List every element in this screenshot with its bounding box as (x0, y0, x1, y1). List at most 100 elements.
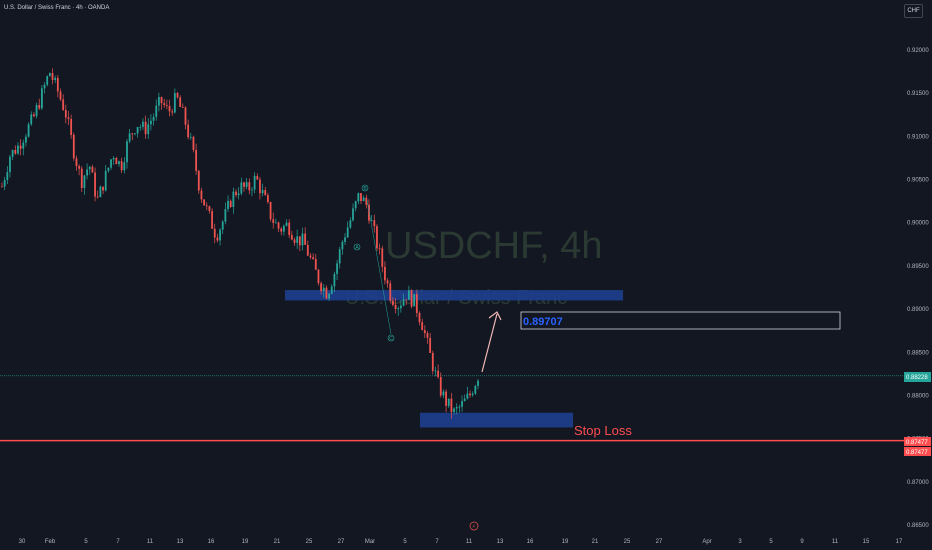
candle-body (147, 124, 150, 135)
time-axis[interactable]: 30 Feb 5 7 11 13 16 19 21 25 27 Mar 5 7 11 13 16 19 21 25 27… (19, 539, 903, 545)
price-tick-label: 0.87000 (907, 480, 929, 486)
candle-body (40, 88, 43, 109)
candle-body (48, 72, 51, 77)
candle-body (72, 134, 75, 159)
candle-body (274, 222, 277, 224)
candle-body (413, 294, 416, 307)
candle-body (59, 91, 62, 100)
candle-body (386, 280, 389, 284)
projection-arrow[interactable] (481, 311, 502, 373)
candle-body (3, 180, 6, 187)
time-tick-label: 11 (832, 539, 839, 545)
svg-text:⚡: ⚡ (472, 524, 476, 530)
resistance-zone[interactable] (285, 290, 623, 301)
candle-body (384, 266, 386, 281)
candle-body (442, 391, 445, 396)
candle-body (216, 237, 219, 241)
candle-body (128, 133, 131, 142)
candle-body (176, 92, 179, 98)
wave-markers: B A C (353, 184, 395, 342)
candle-body (22, 142, 25, 149)
candle-body (67, 117, 70, 120)
candle-body (6, 172, 9, 181)
candle-body (99, 186, 102, 198)
candle-body (251, 189, 253, 191)
candle-body (56, 77, 59, 92)
candle-body (410, 290, 413, 307)
time-tick-label: 5 (403, 539, 407, 545)
price-tick-label: 0.90500 (907, 178, 929, 184)
stop-price-tag-2 (904, 447, 931, 456)
time-tick-label: 25 (306, 539, 313, 545)
chart-title: U.S. Dollar / Swiss Franc · 4h · OANDA (4, 5, 110, 11)
candle-body (415, 294, 418, 313)
candle-body (423, 330, 426, 334)
candle-body (306, 244, 309, 256)
candle-body (431, 352, 434, 371)
candle-body (205, 205, 208, 207)
candle-body (187, 124, 190, 138)
time-tick-label: 27 (338, 539, 345, 545)
candle-body (208, 206, 211, 212)
stop-loss-label: Stop Loss (574, 423, 632, 438)
candle-body (296, 236, 299, 243)
candle-body (227, 200, 229, 210)
candle-body (389, 283, 392, 301)
time-tick-label: 7 (435, 539, 439, 545)
time-tick-label: 5 (84, 539, 88, 545)
candle-body (62, 99, 65, 111)
stop-price-tag-1-text: 0.87477 (906, 440, 928, 446)
support-zone[interactable] (420, 412, 573, 428)
candle-body (142, 121, 144, 127)
candle-body (357, 193, 360, 202)
candle-body (309, 255, 312, 258)
candle-body (203, 199, 206, 206)
target-label: 0.89707 (523, 316, 563, 328)
candle-body (293, 239, 296, 243)
candle-body (328, 293, 330, 299)
price-axis[interactable]: 0.92000 0.91500 0.91000 0.90500 0.90000 0.895… (907, 48, 929, 529)
time-tick-label: 5 (769, 539, 773, 545)
candle-body (320, 283, 323, 292)
candle-body (200, 190, 203, 200)
candle-body (150, 120, 152, 125)
candle-body (43, 84, 46, 89)
candle-body (144, 121, 147, 135)
candle-body (338, 249, 341, 264)
time-tick-label: Mar (365, 539, 375, 545)
candle-body (248, 182, 251, 191)
candle-body (455, 407, 458, 409)
candle-body (267, 195, 269, 202)
candle-body (461, 401, 463, 407)
price-tick-label: 0.92000 (907, 48, 929, 54)
wave-line (366, 199, 392, 335)
candle-body (314, 258, 317, 270)
candle-body (107, 167, 110, 171)
candle-body (336, 263, 338, 274)
flash-icon[interactable]: ⚡ (469, 521, 479, 531)
candle-body (368, 204, 370, 221)
candle-body (458, 406, 461, 408)
candle-body (213, 228, 216, 238)
time-tick-label: 13 (177, 539, 184, 545)
price-tick-label: 0.90000 (907, 221, 929, 227)
target-box[interactable] (520, 311, 841, 330)
candle-body (429, 337, 432, 353)
candle-body (86, 169, 88, 176)
candle-body (1, 186, 3, 188)
candle-body (224, 209, 227, 222)
currency-badge[interactable]: CHF (904, 4, 923, 18)
time-tick-label: 11 (147, 539, 154, 545)
candle-body (290, 235, 293, 240)
candle-body (453, 408, 455, 412)
candle-body (91, 166, 94, 173)
candle-body (402, 299, 405, 306)
candle-body (30, 114, 33, 125)
candle-body (229, 200, 232, 207)
wave-marker-b (361, 184, 369, 192)
candle-body (25, 136, 27, 143)
candle-body (333, 273, 336, 287)
candle-body (160, 97, 163, 104)
candle-body (463, 398, 466, 402)
